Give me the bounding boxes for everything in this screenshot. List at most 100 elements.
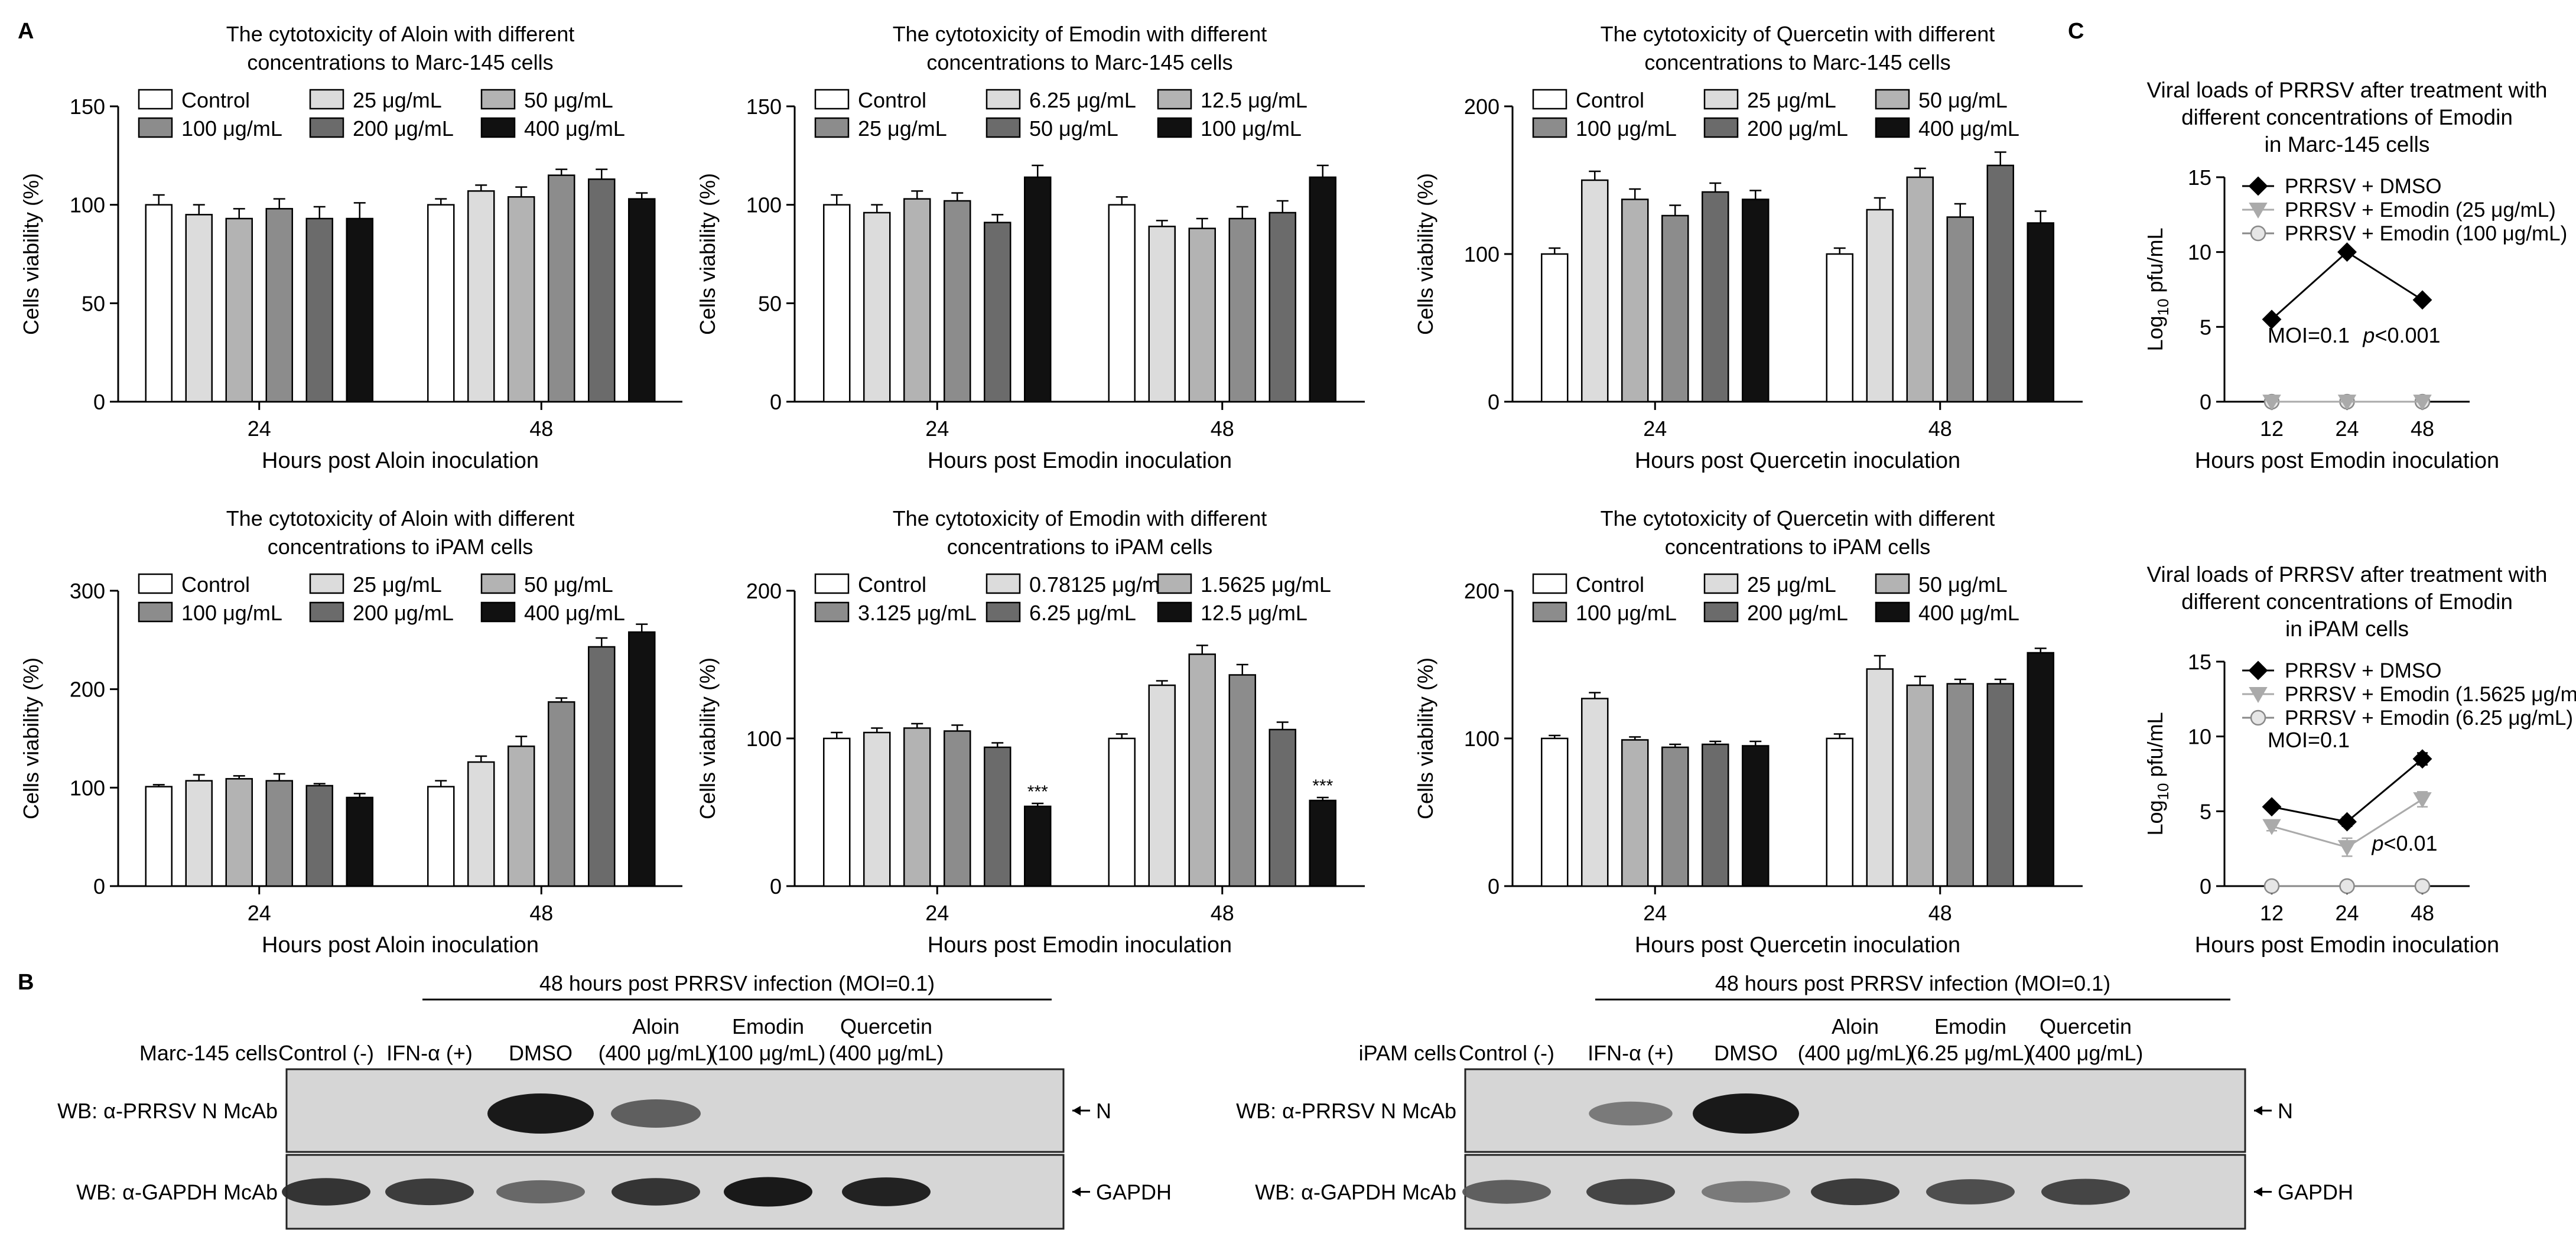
bar bbox=[1148, 226, 1176, 403]
legend-label: PRRSV + Emodin (6.25 μg/mL) bbox=[2285, 707, 2573, 730]
circle-marker bbox=[2339, 878, 2355, 894]
legend-label: 100 μg/mL bbox=[1576, 601, 1677, 625]
blot-band bbox=[1586, 1179, 1675, 1205]
y-axis-label-sub: 10 bbox=[2154, 299, 2172, 316]
chart-title-line: The cytotoxicity of Quercetin with diffe… bbox=[1601, 506, 1995, 530]
bar bbox=[1269, 728, 1296, 887]
panel-letter-c: C bbox=[2068, 19, 2084, 44]
bar bbox=[823, 204, 851, 403]
blot-band bbox=[1589, 1101, 1673, 1126]
legend-swatch bbox=[1703, 601, 1739, 623]
bar bbox=[305, 217, 333, 403]
y-tick-label: 100 bbox=[70, 776, 105, 800]
legend-label: PRRSV + Emodin (25 μg/mL) bbox=[2285, 198, 2556, 222]
x-axis-label: Hours post Quercetin inoculation bbox=[1635, 933, 1960, 958]
legend-swatch bbox=[138, 117, 173, 138]
legend-label: 50 μg/mL bbox=[524, 572, 613, 597]
x-tick-label: 48 bbox=[529, 901, 553, 925]
y-tick-label: 0 bbox=[770, 390, 782, 414]
blot-row-label: WB: α-GAPDH McAb bbox=[1255, 1180, 1456, 1205]
chart-title-line: concentrations to iPAM cells bbox=[268, 535, 534, 559]
bar bbox=[1108, 204, 1136, 403]
chart-layer: The cytotoxicity of Aloin with different… bbox=[19, 22, 2576, 958]
x-tick-label: 12 bbox=[2260, 901, 2284, 925]
bar bbox=[185, 214, 213, 403]
legend-swatch bbox=[1157, 117, 1192, 138]
lane-label-line1: Emodin bbox=[732, 1014, 804, 1039]
bar bbox=[185, 780, 213, 887]
legend-label: 1.5625 μg/mL bbox=[1201, 572, 1331, 597]
legend-label: PRRSV + DMSO bbox=[2285, 175, 2441, 198]
bar bbox=[628, 631, 656, 887]
legend-swatch bbox=[309, 89, 344, 110]
bar bbox=[1024, 805, 1052, 887]
y-tick-label: 200 bbox=[70, 678, 105, 702]
triangle-marker bbox=[2249, 203, 2268, 219]
triangle-marker bbox=[2262, 395, 2281, 411]
legend-swatch bbox=[1532, 117, 1567, 138]
chart-title-line: concentrations to Marc-145 cells bbox=[926, 50, 1232, 74]
triangle-marker bbox=[2249, 687, 2268, 703]
legend-label: 25 μg/mL bbox=[858, 116, 947, 141]
bar bbox=[225, 217, 253, 403]
legend-label: Control bbox=[181, 572, 250, 597]
blot-band bbox=[1462, 1180, 1551, 1204]
blot-band bbox=[1926, 1179, 2015, 1205]
y-tick-label: 100 bbox=[746, 193, 782, 217]
legend-label: 50 μg/mL bbox=[524, 88, 613, 112]
bar bbox=[1702, 191, 1729, 403]
legend-label: PRRSV + DMSO bbox=[2285, 659, 2441, 682]
legend-label: 100 μg/mL bbox=[1576, 116, 1677, 141]
legend-swatch bbox=[138, 573, 173, 594]
bar bbox=[984, 746, 1011, 887]
lane-label-line2: (400 μg/mL) bbox=[599, 1041, 714, 1065]
line-chart-viral-ipam: Viral loads of PRRSV after treatment wit… bbox=[2143, 562, 2576, 958]
legend-label: 12.5 μg/mL bbox=[1201, 88, 1307, 112]
band-marker-label: N bbox=[1096, 1099, 1111, 1123]
x-axis-label: Hours post Aloin inoculation bbox=[262, 933, 539, 958]
legend-label: 200 μg/mL bbox=[353, 601, 454, 625]
legend-label: PRRSV + Emodin (100 μg/mL) bbox=[2285, 222, 2567, 245]
legend-swatch bbox=[1703, 89, 1739, 110]
bar bbox=[145, 786, 173, 887]
chart-title-line: in Marc-145 cells bbox=[2265, 132, 2430, 157]
triangle-marker bbox=[2337, 840, 2357, 857]
legend-swatch bbox=[1875, 89, 1910, 110]
bar bbox=[1541, 253, 1569, 403]
x-axis-label: Hours post Emodin inoculation bbox=[928, 448, 1232, 473]
y-tick-label: 10 bbox=[2188, 240, 2211, 265]
y-tick-label: 0 bbox=[1488, 390, 1500, 414]
legend-swatch bbox=[1875, 117, 1910, 138]
blot-row-label: WB: α-PRRSV N McAb bbox=[1236, 1099, 1456, 1123]
y-tick-label: 10 bbox=[2188, 725, 2211, 749]
y-axis-label-sub: 10 bbox=[2154, 783, 2172, 800]
bar bbox=[1906, 176, 1934, 403]
legend-label: 50 μg/mL bbox=[1029, 116, 1118, 141]
bar bbox=[1946, 216, 1974, 403]
diamond-marker bbox=[2412, 749, 2432, 769]
bar bbox=[1188, 227, 1216, 403]
lane-label-line1: Quercetin bbox=[2040, 1014, 2132, 1039]
lane-label-line2: IFN-α (+) bbox=[1588, 1041, 1674, 1065]
y-axis-label: Cells viability (%) bbox=[1413, 657, 1437, 819]
diamond-marker bbox=[2337, 812, 2357, 832]
legend-label: Control bbox=[858, 88, 926, 112]
lane-label-line2: Control (-) bbox=[278, 1041, 374, 1065]
y-tick-label: 300 bbox=[70, 579, 105, 603]
y-axis-label: Log10 pfu/mL bbox=[2143, 227, 2172, 351]
blot-band bbox=[496, 1180, 585, 1204]
bar bbox=[1742, 745, 1770, 887]
y-tick-label: 0 bbox=[93, 874, 105, 899]
blot-membrane bbox=[1464, 1068, 2246, 1153]
bar bbox=[1866, 668, 1894, 887]
y-axis-label-rest: pfu/mL bbox=[2143, 227, 2167, 298]
x-tick-label: 48 bbox=[1928, 416, 1952, 441]
chart-title-line: The cytotoxicity of Quercetin with diffe… bbox=[1601, 22, 1995, 46]
legend-swatch bbox=[480, 89, 516, 110]
y-axis-label: Cells viability (%) bbox=[19, 657, 43, 819]
y-tick-label: 0 bbox=[2200, 874, 2211, 899]
line-chart-viral-marc: Viral loads of PRRSV after treatment wit… bbox=[2143, 78, 2567, 473]
y-tick-label: 100 bbox=[746, 727, 782, 751]
blot-row-label: WB: α-GAPDH McAb bbox=[76, 1180, 278, 1205]
